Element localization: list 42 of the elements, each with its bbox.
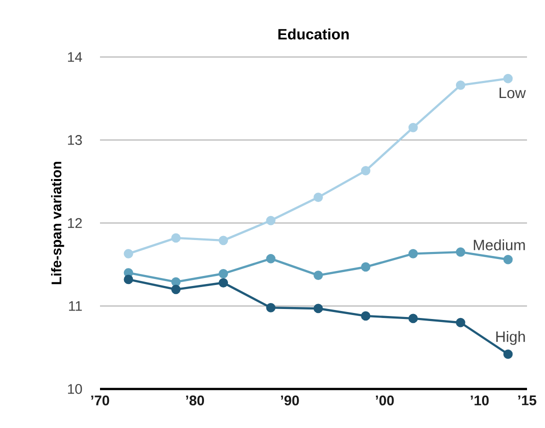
y-tick-label: 13 [68,135,82,145]
x-tick-label: ’80 [186,396,204,406]
point [266,216,276,226]
point [408,122,418,132]
x-tick-label: ’90 [281,396,299,406]
series-label: Medium [474,239,525,250]
point [171,233,181,243]
point [456,318,466,328]
point [218,236,228,246]
chart-title: Education [278,28,349,40]
point [171,284,181,294]
y-tick-label: 11 [69,301,82,311]
point [266,254,276,264]
point [266,302,276,312]
x-tick-label: ’10 [470,396,489,406]
point [124,274,134,284]
x-tick-label: ’00 [376,396,394,406]
y-tick-label: 12 [68,218,82,228]
point [218,278,228,288]
point [503,349,513,359]
point [171,277,181,287]
series-label: High [496,331,525,345]
point [124,249,134,258]
point [314,192,323,202]
point [503,74,513,84]
point [361,166,370,176]
point [456,80,466,90]
point [408,249,418,258]
point [408,314,418,324]
point [361,262,370,272]
point [314,304,323,314]
point [314,270,323,280]
series-label: Low [500,88,526,98]
point [456,247,466,257]
point [503,254,513,264]
y-axis-title: Life-span variation [51,162,64,284]
y-tick-label: 10 [68,384,82,394]
point [218,268,228,278]
point [361,311,370,321]
x-tick-label: ’15 [518,396,536,406]
x-tick-label: ’70 [91,396,110,406]
y-tick-label: 14 [68,52,82,62]
